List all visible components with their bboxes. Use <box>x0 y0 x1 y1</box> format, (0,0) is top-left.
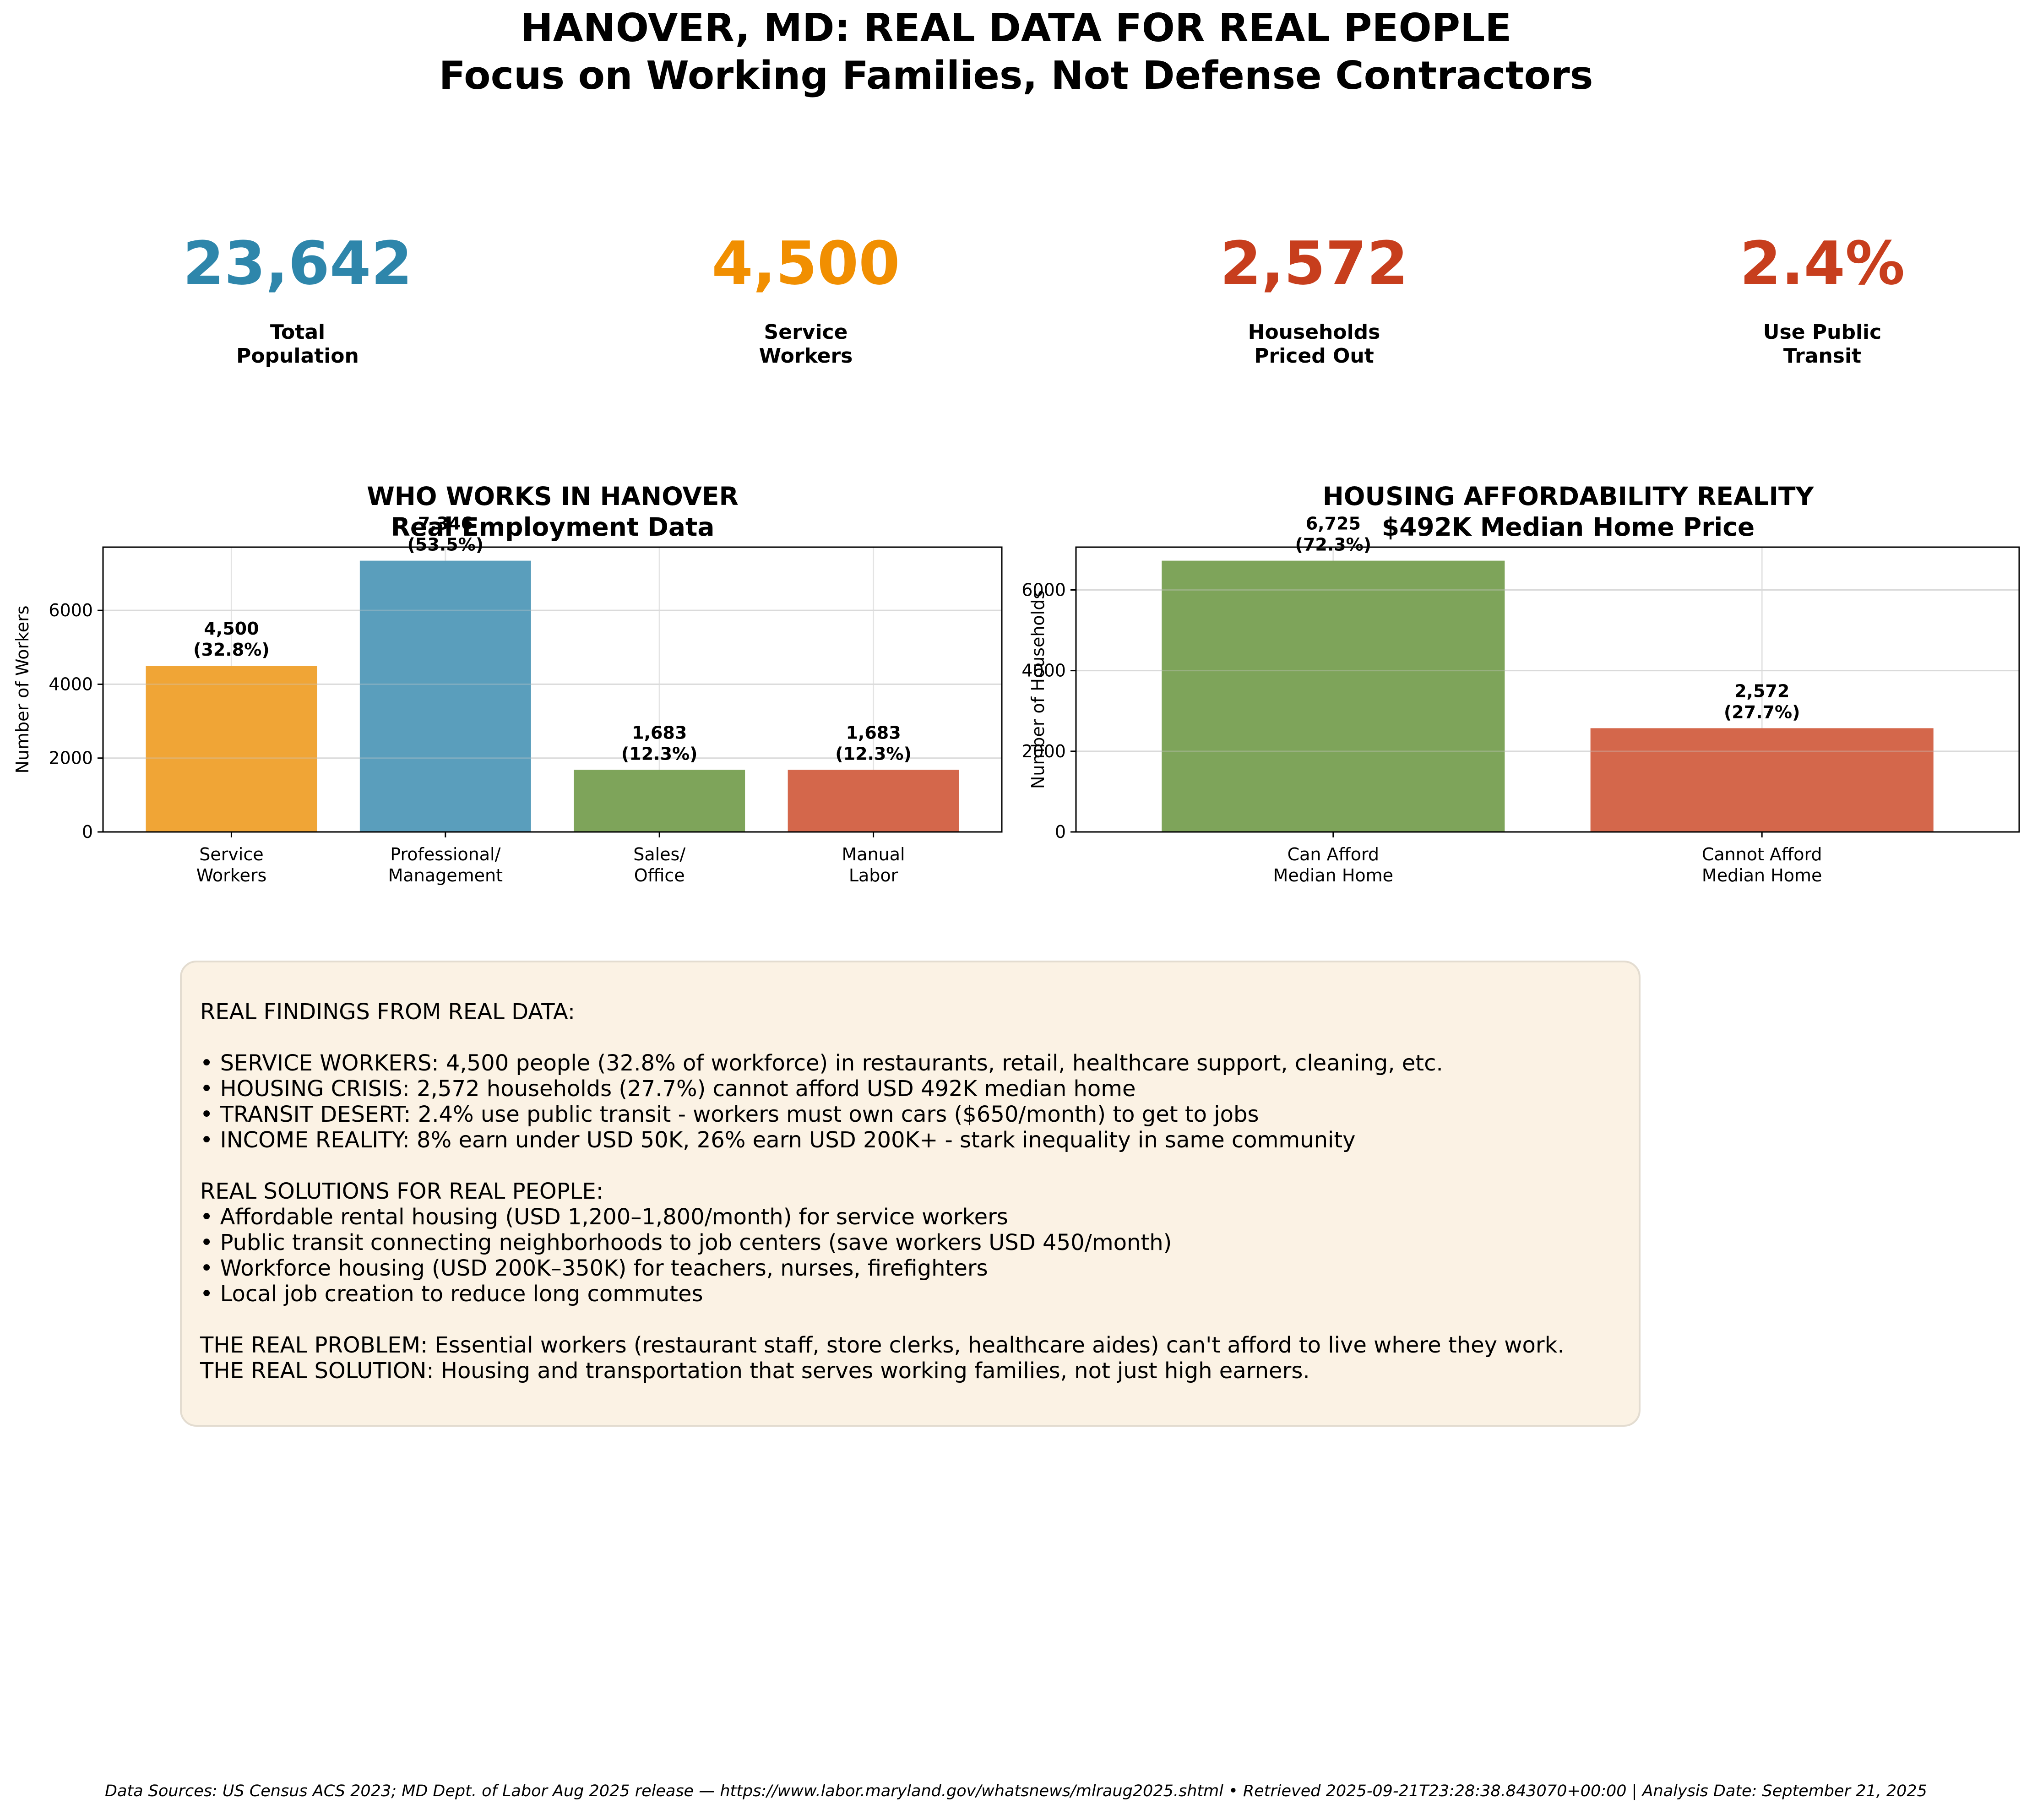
data-label: (53.5%) <box>407 535 484 555</box>
data-label: 7,346 <box>418 514 473 534</box>
kpi-label: Service Workers <box>678 321 934 368</box>
kpi-label: Total Population <box>169 321 426 368</box>
footer-sources: Data Sources: US Census ACS 2023; MD Dep… <box>105 1782 1927 1800</box>
y-tick-label: 6000 <box>49 600 93 620</box>
kpi-value: 2,572 <box>1220 228 1408 298</box>
x-tick-label: Cannot Afford <box>1702 844 1822 864</box>
bar <box>359 560 531 832</box>
bar <box>146 666 317 832</box>
plot-frame <box>102 546 1003 833</box>
y-tick-label: 2000 <box>49 748 93 768</box>
data-label: (12.3%) <box>835 744 912 764</box>
y-tick-label: 2000 <box>1021 741 1066 761</box>
findings-text: REAL FINDINGS FROM REAL DATA: • SERVICE … <box>200 999 1565 1384</box>
solution-item: • Affordable rental housing (USD 1,200–1… <box>200 1204 1008 1230</box>
kpi-value: 2.4% <box>1739 228 1905 298</box>
data-label: (27.7%) <box>1724 702 1800 722</box>
finding-item: • HOUSING CRISIS: 2,572 households (27.7… <box>200 1076 1136 1102</box>
kpi-value: 23,642 <box>183 228 413 298</box>
solution-item: • Workforce housing (USD 200K–350K) for … <box>200 1255 988 1281</box>
kpi-service-workers: 4,500 Service Workers <box>678 229 934 368</box>
x-tick-label: Labor <box>849 865 898 886</box>
kpi-label-line: Workers <box>759 344 853 368</box>
chart-subtitle: $492K Median Home Price <box>1382 512 1755 542</box>
kpi-label-line: Use Public <box>1763 321 1882 344</box>
finding-item: • TRANSIT DESERT: 2.4% use public transi… <box>200 1102 1259 1127</box>
data-label: 1,683 <box>846 723 901 743</box>
chart-title: WHO WORKS IN HANOVER <box>367 482 739 511</box>
kpi-label: Households Priced Out <box>1186 321 1442 368</box>
x-tick-label: Professional/ <box>390 844 500 864</box>
chart-subtitle: Real Employment Data <box>391 512 715 542</box>
y-tick-label: 4000 <box>1021 661 1066 681</box>
data-label: (12.3%) <box>621 744 698 764</box>
kpi-label-line: Priced Out <box>1254 344 1374 368</box>
x-tick-label: Sales/ <box>633 844 685 864</box>
solution-item: • Public transit connecting neighborhood… <box>200 1230 1172 1255</box>
y-axis-label: Number of Workers <box>12 605 33 773</box>
kpi-public-transit: 2.4% Use Public Transit <box>1694 229 1951 368</box>
y-tick-label: 4000 <box>49 674 93 694</box>
data-label: 4,500 <box>204 619 259 639</box>
finding-item: • SERVICE WORKERS: 4,500 people (32.8% o… <box>200 1050 1443 1076</box>
solution-item: • Local job creation to reduce long comm… <box>200 1281 703 1307</box>
bar <box>1162 560 1505 832</box>
y-tick-label: 0 <box>1055 822 1066 842</box>
title-line-1: HANOVER, MD: REAL DATA FOR REAL PEOPLE <box>520 5 1512 51</box>
x-tick-label: Median Home <box>1273 865 1394 886</box>
title-line-2: Focus on Working Families, Not Defense C… <box>439 53 1593 98</box>
y-tick-label: 0 <box>82 822 93 842</box>
findings-heading: REAL FINDINGS FROM REAL DATA: <box>200 999 576 1025</box>
kpi-value: 4,500 <box>712 228 900 298</box>
data-label: (72.3%) <box>1295 535 1372 555</box>
kpi-label-line: Households <box>1248 321 1380 344</box>
chart-title: HOUSING AFFORDABILITY REALITY <box>1323 482 1815 511</box>
bar <box>574 770 745 832</box>
kpi-label-line: Population <box>236 344 359 368</box>
findings-box: REAL FINDINGS FROM REAL DATA: • SERVICE … <box>180 961 1641 1427</box>
data-label: (32.8%) <box>193 640 270 660</box>
y-axis-label: Number of Households <box>1028 590 1048 789</box>
finding-item: • INCOME REALITY: 8% earn under USD 50K,… <box>200 1127 1356 1153</box>
bar <box>788 770 959 832</box>
x-tick-label: Service <box>199 844 263 864</box>
kpi-total-population: 23,642 Total Population <box>169 229 426 368</box>
data-label: 2,572 <box>1734 681 1789 701</box>
kpi-label-line: Service <box>764 321 848 344</box>
solutions-heading: REAL SOLUTIONS FOR REAL PEOPLE: <box>200 1179 603 1204</box>
data-label: 1,683 <box>632 723 687 743</box>
data-label: 6,725 <box>1306 514 1361 534</box>
x-tick-label: Management <box>388 865 503 886</box>
real-problem: THE REAL PROBLEM: Essential workers (res… <box>200 1332 1565 1358</box>
bar <box>1590 728 1934 832</box>
x-tick-label: Median Home <box>1702 865 1822 886</box>
plot-frame <box>1075 546 2020 833</box>
kpi-label: Use Public Transit <box>1694 321 1951 368</box>
x-tick-label: Can Afford <box>1288 844 1379 864</box>
y-tick-label: 6000 <box>1021 580 1066 600</box>
kpi-label-line: Transit <box>1783 344 1862 368</box>
x-tick-label: Manual <box>842 844 905 864</box>
real-solution: THE REAL SOLUTION: Housing and transport… <box>200 1358 1310 1384</box>
x-tick-label: Office <box>634 865 685 886</box>
main-title: HANOVER, MD: REAL DATA FOR REAL PEOPLE F… <box>0 5 2032 100</box>
kpi-households-priced-out: 2,572 Households Priced Out <box>1186 229 1442 368</box>
x-tick-label: Workers <box>196 865 267 886</box>
kpi-label-line: Total <box>270 321 326 344</box>
